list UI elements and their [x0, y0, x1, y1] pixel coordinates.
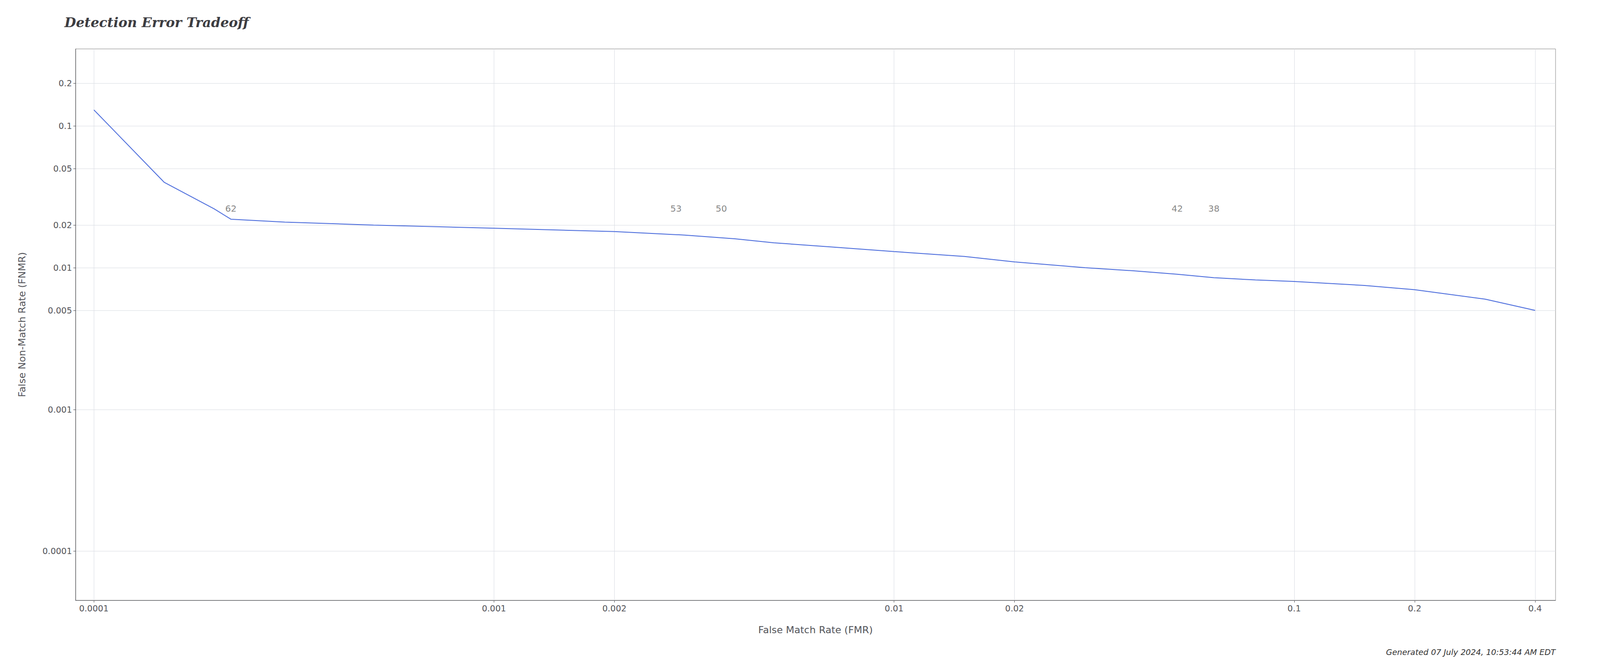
svg-text:53: 53 [670, 203, 682, 214]
svg-text:0.01: 0.01 [53, 262, 72, 273]
svg-text:38: 38 [1208, 203, 1220, 214]
svg-text:0.2: 0.2 [58, 78, 72, 88]
svg-text:0.05: 0.05 [53, 163, 72, 174]
svg-text:0.1: 0.1 [58, 120, 72, 131]
svg-text:0.0001: 0.0001 [79, 603, 109, 613]
svg-text:Generated 07 July 2024, 10:53:: Generated 07 July 2024, 10:53:44 AM EDT [1385, 647, 1557, 657]
svg-text:0.01: 0.01 [884, 603, 904, 613]
svg-text:0.02: 0.02 [53, 220, 72, 230]
svg-text:42: 42 [1171, 203, 1183, 214]
svg-text:0.02: 0.02 [1005, 603, 1024, 613]
svg-text:False Match Rate (FMR): False Match Rate (FMR) [758, 624, 873, 636]
svg-text:0.002: 0.002 [602, 603, 627, 613]
svg-text:0.001: 0.001 [481, 603, 506, 613]
svg-text:62: 62 [225, 203, 237, 214]
svg-text:0.4: 0.4 [1528, 603, 1542, 613]
svg-text:0.0001: 0.0001 [42, 545, 72, 556]
svg-text:0.1: 0.1 [1287, 603, 1301, 613]
svg-text:0.005: 0.005 [48, 305, 72, 316]
svg-text:False Non-Match Rate (FNMR): False Non-Match Rate (FNMR) [16, 252, 28, 397]
svg-text:0.001: 0.001 [48, 404, 72, 415]
svg-text:Detection Error Tradeoff: Detection Error Tradeoff [64, 14, 252, 31]
svg-text:0.2: 0.2 [1408, 603, 1422, 613]
svg-text:50: 50 [715, 203, 727, 214]
